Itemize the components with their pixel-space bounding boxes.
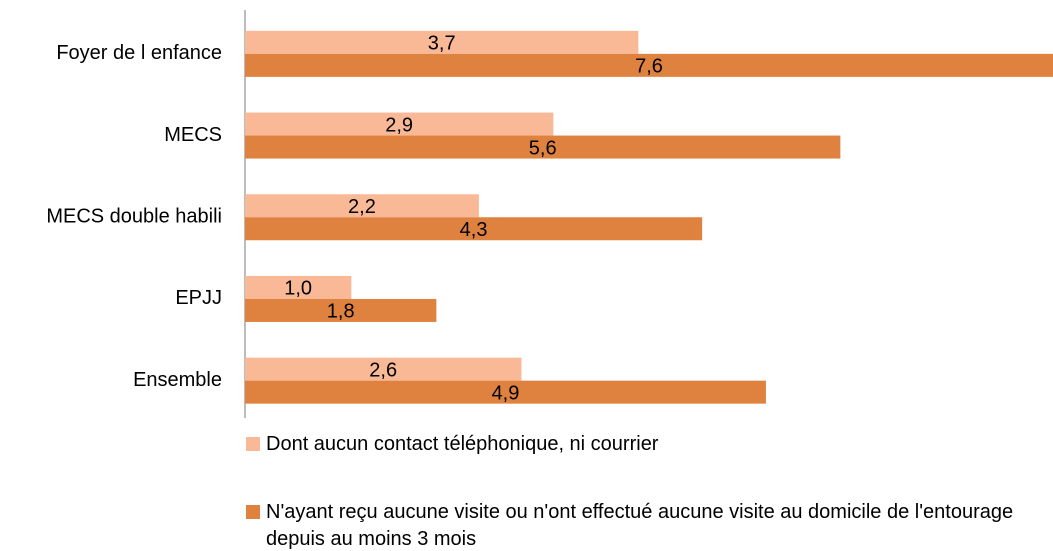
data-label: 4,3 (460, 219, 488, 241)
legend-label: Dont aucun contact téléphonique, ni cour… (266, 433, 659, 455)
data-label: 2,9 (385, 114, 413, 136)
bar (245, 380, 766, 404)
data-label: 1,0 (284, 278, 312, 300)
bar (245, 53, 1053, 77)
bar (245, 357, 522, 381)
bar (245, 298, 437, 322)
y-tick-label: MECS double habili (46, 206, 222, 228)
bar (245, 112, 554, 136)
y-tick-label: MECS (164, 124, 222, 146)
y-tick-label: Ensemble (133, 369, 222, 391)
data-label: 2,2 (348, 196, 376, 218)
bar (245, 217, 703, 241)
y-tick-label: Foyer de l enfance (56, 42, 222, 64)
data-label: 5,6 (529, 137, 557, 159)
bar (245, 30, 639, 54)
legend-item: N'ayant reçu aucune visite ou n'ont effe… (246, 499, 1046, 551)
bar (245, 194, 479, 218)
data-label: 1,8 (327, 301, 355, 323)
data-label: 4,9 (492, 382, 520, 404)
bar (245, 135, 841, 159)
legend-swatch (246, 505, 260, 519)
bar (245, 275, 352, 299)
y-tick-label: EPJJ (175, 287, 222, 309)
data-label: 2,6 (369, 359, 397, 381)
data-label: 7,6 (635, 56, 663, 78)
legend-item: Dont aucun contact téléphonique, ni cour… (246, 431, 1046, 458)
legend-label: N'ayant reçu aucune visite ou n'ont effe… (266, 501, 1014, 550)
data-label: 3,7 (428, 33, 456, 55)
legend-swatch (246, 437, 260, 451)
